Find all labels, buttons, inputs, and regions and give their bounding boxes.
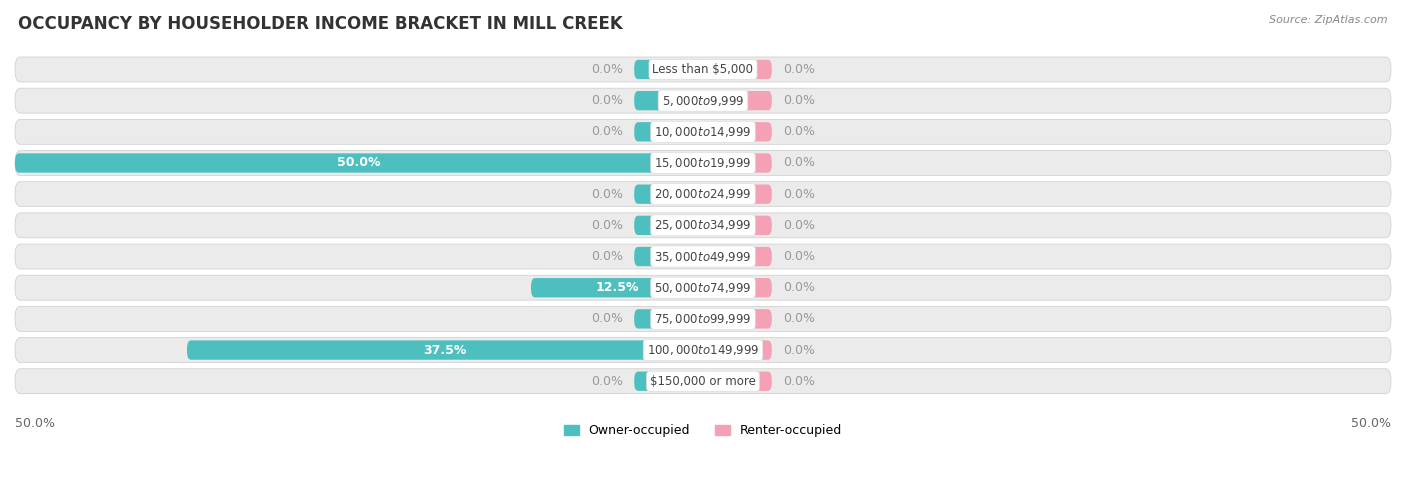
FancyBboxPatch shape [703, 60, 772, 79]
FancyBboxPatch shape [634, 216, 703, 235]
FancyBboxPatch shape [15, 57, 1391, 82]
Text: 50.0%: 50.0% [15, 417, 55, 430]
Text: 12.5%: 12.5% [595, 281, 638, 294]
FancyBboxPatch shape [15, 338, 1391, 363]
Text: $10,000 to $14,999: $10,000 to $14,999 [654, 125, 752, 139]
FancyBboxPatch shape [703, 216, 772, 235]
FancyBboxPatch shape [15, 182, 1391, 207]
FancyBboxPatch shape [15, 120, 1391, 144]
FancyBboxPatch shape [703, 372, 772, 391]
Text: $50,000 to $74,999: $50,000 to $74,999 [654, 281, 752, 295]
Text: 0.0%: 0.0% [591, 219, 623, 232]
FancyBboxPatch shape [15, 275, 1391, 300]
Text: $100,000 to $149,999: $100,000 to $149,999 [647, 343, 759, 357]
Text: 0.0%: 0.0% [591, 188, 623, 201]
FancyBboxPatch shape [703, 309, 772, 329]
Text: $25,000 to $34,999: $25,000 to $34,999 [654, 218, 752, 232]
Text: 0.0%: 0.0% [591, 375, 623, 388]
Text: 0.0%: 0.0% [783, 344, 815, 357]
FancyBboxPatch shape [15, 244, 1391, 269]
FancyBboxPatch shape [634, 185, 703, 204]
Text: 0.0%: 0.0% [783, 188, 815, 201]
FancyBboxPatch shape [703, 91, 772, 110]
Text: $35,000 to $49,999: $35,000 to $49,999 [654, 249, 752, 263]
Text: 0.0%: 0.0% [783, 250, 815, 263]
Text: $20,000 to $24,999: $20,000 to $24,999 [654, 187, 752, 201]
Text: 0.0%: 0.0% [783, 94, 815, 107]
Text: OCCUPANCY BY HOUSEHOLDER INCOME BRACKET IN MILL CREEK: OCCUPANCY BY HOUSEHOLDER INCOME BRACKET … [18, 15, 623, 33]
Text: 0.0%: 0.0% [783, 219, 815, 232]
Text: $5,000 to $9,999: $5,000 to $9,999 [662, 94, 744, 107]
Text: Source: ZipAtlas.com: Source: ZipAtlas.com [1270, 15, 1388, 25]
FancyBboxPatch shape [634, 309, 703, 329]
Text: 0.0%: 0.0% [591, 312, 623, 325]
FancyBboxPatch shape [15, 88, 1391, 113]
Text: 0.0%: 0.0% [783, 375, 815, 388]
Text: 50.0%: 50.0% [1351, 417, 1391, 430]
FancyBboxPatch shape [703, 247, 772, 266]
FancyBboxPatch shape [703, 153, 772, 173]
FancyBboxPatch shape [703, 122, 772, 141]
FancyBboxPatch shape [703, 278, 772, 297]
FancyBboxPatch shape [634, 247, 703, 266]
Text: 0.0%: 0.0% [783, 63, 815, 76]
Text: $150,000 or more: $150,000 or more [650, 375, 756, 388]
Text: 0.0%: 0.0% [591, 63, 623, 76]
Text: 50.0%: 50.0% [337, 156, 381, 170]
Text: 0.0%: 0.0% [783, 281, 815, 294]
Text: 0.0%: 0.0% [591, 94, 623, 107]
FancyBboxPatch shape [531, 278, 703, 297]
FancyBboxPatch shape [15, 369, 1391, 394]
FancyBboxPatch shape [15, 153, 703, 173]
FancyBboxPatch shape [634, 372, 703, 391]
Text: $15,000 to $19,999: $15,000 to $19,999 [654, 156, 752, 170]
FancyBboxPatch shape [15, 213, 1391, 238]
Legend: Owner-occupied, Renter-occupied: Owner-occupied, Renter-occupied [558, 419, 848, 442]
Text: 37.5%: 37.5% [423, 344, 467, 357]
FancyBboxPatch shape [703, 340, 772, 360]
FancyBboxPatch shape [634, 60, 703, 79]
Text: 0.0%: 0.0% [783, 312, 815, 325]
FancyBboxPatch shape [187, 340, 703, 360]
FancyBboxPatch shape [15, 151, 1391, 175]
Text: Less than $5,000: Less than $5,000 [652, 63, 754, 76]
FancyBboxPatch shape [634, 122, 703, 141]
Text: 0.0%: 0.0% [591, 250, 623, 263]
Text: 0.0%: 0.0% [783, 156, 815, 170]
Text: 0.0%: 0.0% [591, 125, 623, 139]
FancyBboxPatch shape [703, 185, 772, 204]
Text: $75,000 to $99,999: $75,000 to $99,999 [654, 312, 752, 326]
FancyBboxPatch shape [15, 306, 1391, 331]
Text: 0.0%: 0.0% [783, 125, 815, 139]
FancyBboxPatch shape [634, 91, 703, 110]
